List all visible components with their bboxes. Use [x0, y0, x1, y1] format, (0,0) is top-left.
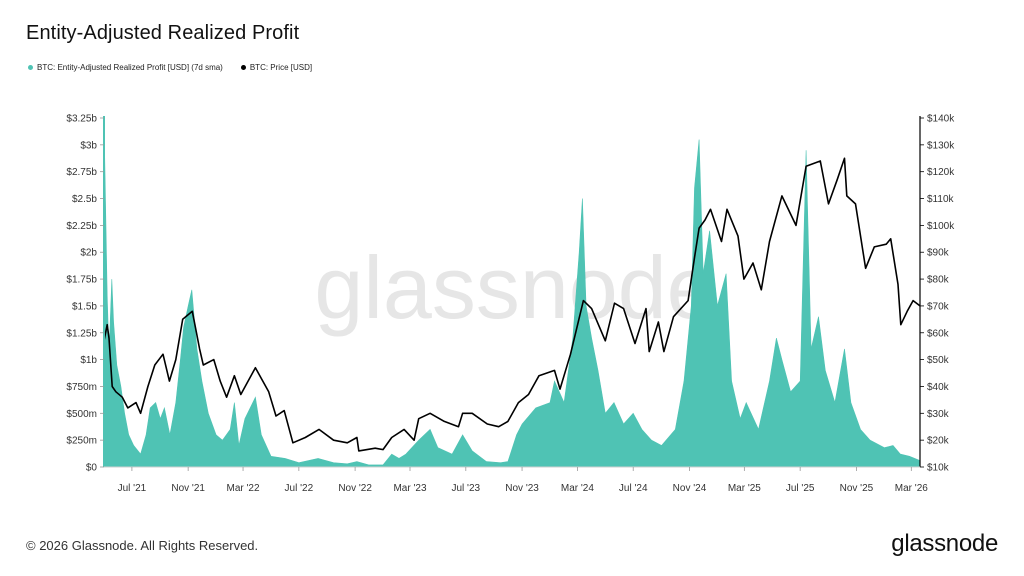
- left-tick-label: $500m: [66, 409, 97, 420]
- legend-item-profit[interactable]: BTC: Entity-Adjusted Realized Profit [US…: [28, 63, 223, 72]
- footer-brand-logo[interactable]: glassnode: [891, 530, 998, 557]
- right-tick-label: $70k: [927, 301, 950, 312]
- left-tick-label: $3.25b: [66, 114, 97, 125]
- right-tick-label: $60k: [927, 328, 950, 339]
- x-tick-label: Jul '23: [452, 483, 481, 494]
- legend-label-price: BTC: Price [USD]: [249, 63, 313, 72]
- right-tick-label: $110k: [927, 194, 955, 205]
- x-tick-label: Mar '26: [895, 483, 928, 494]
- x-tick-label: Nov '21: [171, 483, 205, 494]
- chart-area: glassnode $0 $250m $500m $750m $1b $1.25b $1.5…: [66, 114, 955, 495]
- x-axis: Jul '21 Nov '21 Mar '22 Jul '22 Nov '22 Mar '…: [104, 466, 928, 494]
- left-tick-label: $750m: [66, 382, 97, 393]
- right-tick-label: $130k: [927, 140, 955, 151]
- legend-dot-price: [240, 65, 246, 70]
- x-tick-label: Jul '21: [118, 483, 147, 494]
- left-tick-label: $1.5b: [72, 301, 97, 312]
- right-tick-label: $90k: [927, 248, 950, 259]
- right-tick-label: $30k: [927, 409, 950, 420]
- chart-title: Entity-Adjusted Realized Profit: [26, 22, 300, 44]
- right-tick-label: $20k: [927, 436, 950, 447]
- left-tick-label: $2.75b: [66, 167, 97, 178]
- left-tick-label: $3b: [80, 140, 97, 151]
- x-tick-label: Nov '24: [673, 483, 707, 494]
- x-tick-label: Mar '24: [561, 483, 594, 494]
- left-tick-label: $1.25b: [66, 328, 97, 339]
- right-tick-label: $40k: [927, 382, 950, 393]
- right-tick-label: $120k: [927, 167, 955, 178]
- right-tick-label: $140k: [927, 114, 955, 125]
- left-tick-label: $1.75b: [66, 275, 97, 286]
- x-tick-label: Jul '24: [619, 483, 648, 494]
- price-line: [103, 157, 921, 452]
- right-tick-label: $10k: [927, 463, 950, 474]
- x-tick-label: Nov '23: [505, 483, 539, 494]
- x-tick-label: Nov '25: [840, 483, 874, 494]
- x-tick-label: Jul '22: [285, 483, 314, 494]
- right-tick-label: $80k: [927, 275, 950, 286]
- profit-area: [103, 117, 921, 468]
- x-tick-label: Mar '25: [728, 483, 761, 494]
- price-series-layer: [103, 157, 921, 452]
- legend-dot-profit: [28, 65, 33, 70]
- legend-label-profit: BTC: Entity-Adjusted Realized Profit [US…: [37, 63, 223, 72]
- left-tick-label: $1b: [80, 355, 97, 366]
- footer-copyright: © 2026 Glassnode. All Rights Reserved.: [26, 538, 259, 553]
- x-tick-label: Mar '23: [393, 483, 426, 494]
- chart-watermark: glassnode: [314, 238, 715, 337]
- left-y-axis: $0 $250m $500m $750m $1b $1.25b $1.5b $1.75b $2b…: [66, 114, 105, 474]
- left-tick-label: $0: [86, 463, 98, 474]
- right-y-axis: $10k $20k $30k $40k $50k $60k $70k $80k $90k $100…: [919, 114, 955, 474]
- right-tick-label: $50k: [927, 355, 950, 366]
- left-tick-label: $2b: [80, 248, 97, 259]
- x-tick-label: Nov '22: [338, 483, 372, 494]
- legend-item-price[interactable]: BTC: Price [USD]: [240, 63, 313, 72]
- x-tick-label: Mar '22: [227, 483, 260, 494]
- profit-series-layer: [103, 117, 921, 468]
- left-tick-label: $250m: [66, 436, 97, 447]
- right-tick-label: $100k: [927, 221, 955, 232]
- left-tick-label: $2.25b: [66, 221, 97, 232]
- x-tick-label: Jul '25: [786, 483, 815, 494]
- left-tick-label: $2.5b: [72, 194, 97, 205]
- chart-legend: BTC: Entity-Adjusted Realized Profit [US…: [28, 63, 312, 72]
